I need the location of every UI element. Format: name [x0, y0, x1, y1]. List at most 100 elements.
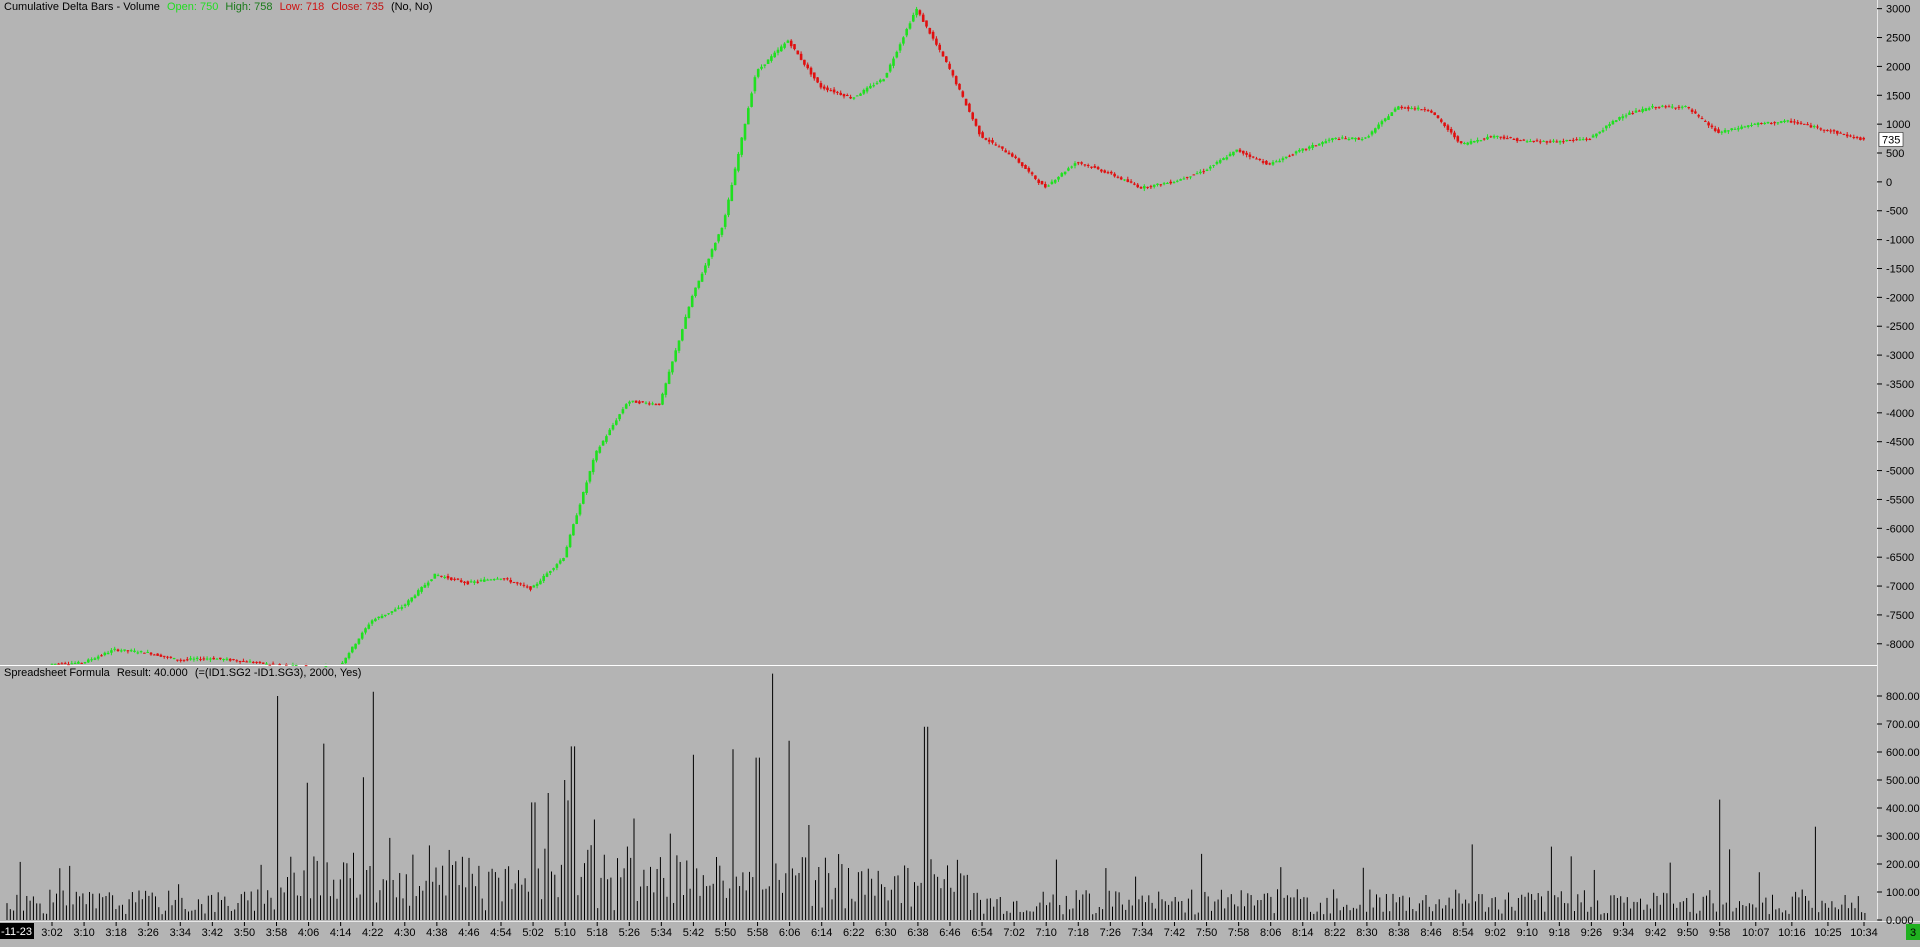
candle-up-body	[704, 265, 707, 273]
candle-up-body	[1720, 131, 1724, 133]
candle-down-body	[1251, 156, 1255, 158]
x-tick-label: 7:58	[1228, 927, 1249, 939]
candle-up-body	[1410, 108, 1413, 110]
candle-down-body	[1760, 123, 1763, 125]
candle-down-body	[918, 10, 922, 15]
candle-down-body	[525, 586, 529, 588]
candle-up-body	[344, 657, 347, 664]
candle-down-body	[1314, 145, 1318, 147]
x-tick-label: 4:14	[330, 927, 351, 939]
candle-up-body	[872, 85, 875, 87]
candle-up-body	[763, 64, 767, 66]
candle-down-body	[1242, 150, 1245, 154]
candle-down-body	[1842, 133, 1846, 135]
candle-down-body	[1430, 110, 1433, 113]
candle-up-body	[139, 651, 143, 653]
candle-down-body	[278, 664, 281, 666]
x-tick-label: 9:26	[1581, 927, 1602, 939]
candle-down-body	[116, 649, 120, 651]
candle-down-body	[1809, 125, 1813, 128]
date-label-bg	[0, 923, 34, 939]
candle-up-body	[862, 89, 866, 94]
candle-up-body	[865, 87, 869, 92]
candle-up-body	[1189, 176, 1192, 178]
candle-down-body	[1555, 141, 1559, 143]
y-tick-label: 1500	[1886, 90, 1910, 102]
candle-up-body	[364, 628, 367, 633]
candle-down-body	[951, 70, 955, 76]
candle-down-body	[271, 663, 275, 665]
candle-down-body	[826, 87, 829, 91]
candle-down-body	[1502, 136, 1506, 139]
candle-up-body	[1591, 135, 1595, 138]
candle-up-body	[1786, 120, 1790, 122]
candle-up-body	[354, 643, 357, 649]
candle-down-body	[1515, 138, 1519, 142]
x-tick-label: 9:02	[1484, 927, 1505, 939]
candle-down-body	[1288, 155, 1291, 157]
y-tick-label: -4500	[1886, 437, 1914, 449]
candle-down-body	[1446, 125, 1450, 130]
y2-tick-label: 700.000	[1886, 719, 1920, 731]
candle-up-body	[436, 575, 440, 577]
candle-up-body	[591, 459, 595, 473]
candle-up-body	[773, 52, 776, 58]
candle-down-body	[1265, 160, 1268, 165]
candle-down-body	[1816, 126, 1819, 128]
candle-down-body	[1819, 128, 1823, 130]
candle-down-body	[634, 400, 638, 403]
candle-down-body	[1852, 137, 1856, 139]
candle-down-body	[446, 576, 450, 579]
candle-up-body	[539, 580, 542, 585]
x-tick-label: 3:34	[170, 927, 191, 939]
candle-down-body	[1093, 166, 1097, 168]
candle-up-body	[1647, 108, 1651, 110]
candle-up-body	[50, 663, 54, 665]
candle-down-body	[931, 31, 935, 39]
candle-down-body	[57, 663, 60, 665]
candle-down-body	[1159, 184, 1163, 186]
candle-down-body	[1100, 169, 1103, 172]
candle-up-body	[780, 46, 783, 52]
candle-down-body	[232, 659, 235, 661]
candle-down-body	[1185, 176, 1189, 178]
candle-down-body	[1832, 130, 1836, 132]
candle-up-body	[1360, 139, 1364, 141]
x-tick-label: 7:02	[1003, 927, 1024, 939]
candle-up-body	[1746, 125, 1750, 127]
candle-up-body	[1621, 116, 1625, 119]
candle-down-body	[459, 580, 463, 582]
candle-up-body	[1730, 128, 1733, 130]
candle-up-body	[535, 583, 539, 586]
candle-up-body	[54, 663, 57, 665]
candle-down-body	[219, 657, 222, 660]
candle-up-body	[1727, 130, 1730, 132]
candle-up-body	[1684, 105, 1687, 107]
candle-up-body	[1152, 184, 1156, 187]
candle-down-body	[1080, 162, 1083, 164]
candle-down-body	[476, 581, 479, 583]
candle-up-body	[895, 51, 899, 58]
y-tick-label: -1000	[1886, 235, 1914, 247]
high-value: High: 758	[225, 1, 273, 13]
candle-up-body	[697, 280, 701, 288]
candle-up-body	[1235, 149, 1238, 152]
candle-down-body	[199, 659, 202, 661]
candle-up-body	[747, 108, 750, 125]
candle-up-body	[70, 663, 74, 665]
candle-up-body	[905, 29, 908, 36]
candle-down-body	[789, 40, 793, 47]
corner-badge[interactable]	[1906, 924, 1920, 940]
candle-up-body	[423, 584, 427, 588]
y-tick-label: 2000	[1886, 61, 1910, 73]
candle-up-body	[628, 401, 631, 404]
candle-up-body	[1466, 142, 1469, 145]
candle-up-body	[1383, 118, 1387, 122]
candle-up-body	[681, 329, 684, 341]
candle-down-body	[1443, 122, 1446, 127]
y2-tick-label: 500.000	[1886, 775, 1920, 787]
candle-up-body	[1733, 128, 1737, 130]
x-tick-label: 10:25	[1814, 927, 1842, 939]
candle-up-body	[1123, 179, 1126, 181]
